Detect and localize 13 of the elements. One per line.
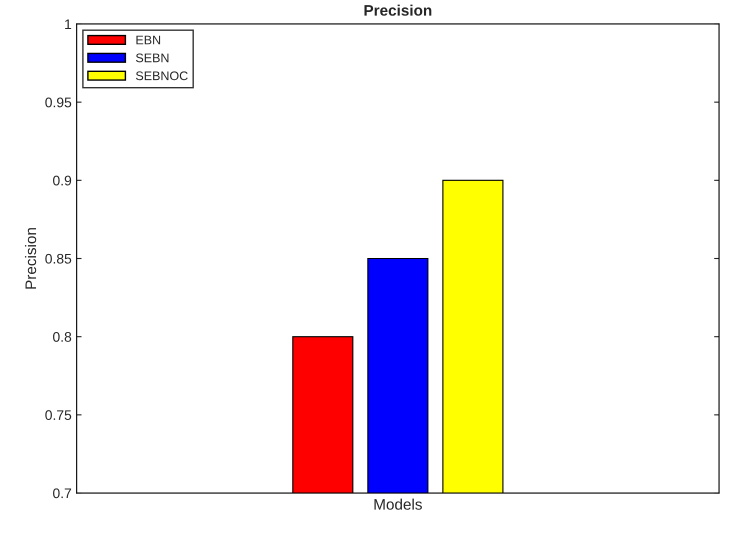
y-tick-label: 0.95 [45,97,72,108]
y-tick-label: 0.9 [53,176,72,186]
y-tick-label: 0.8 [53,332,72,342]
chart-title: Precision [364,4,432,16]
y-axis-title: Precision [24,228,36,289]
legend-label: EBN [136,36,160,44]
y-tick-label: 1 [65,19,72,30]
legend-label: SEBN [136,53,168,62]
y-tick-label: 0.85 [45,254,72,264]
y-tick-label: 0.75 [45,410,72,420]
legend-label: SEBNOC [136,71,188,80]
y-tick-label: 0.7 [53,488,72,498]
x-axis-title: Models [374,498,422,510]
